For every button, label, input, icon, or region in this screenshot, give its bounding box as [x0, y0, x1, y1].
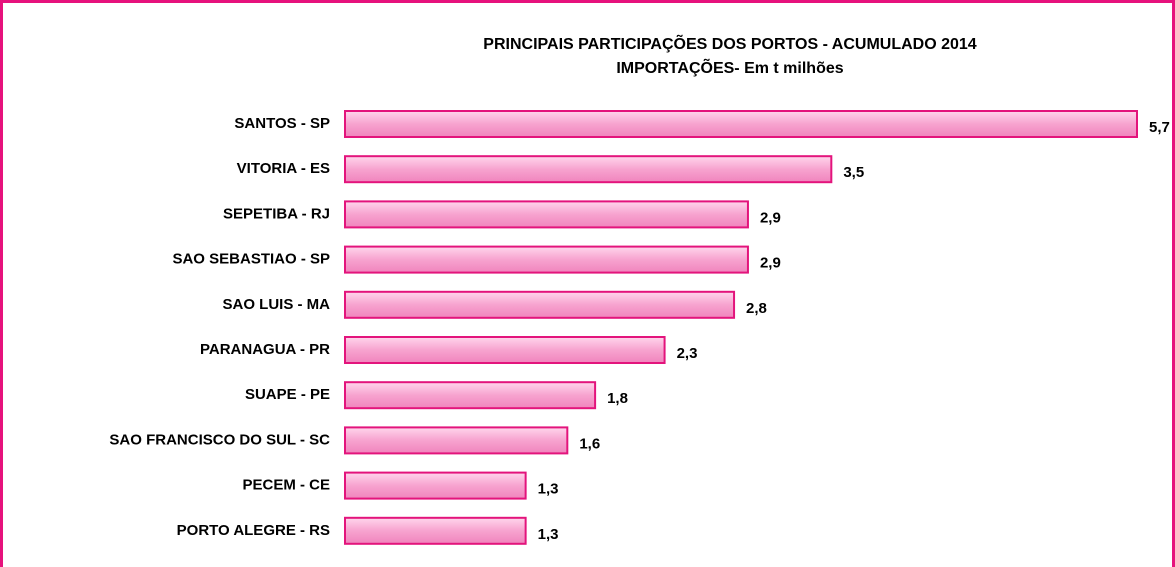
bar: [344, 155, 833, 184]
bar: [344, 381, 597, 410]
value-label: 1,8: [607, 390, 628, 407]
category-label: SAO FRANCISCO DO SUL - SC: [109, 431, 330, 448]
value-label: 2,8: [746, 300, 767, 317]
category-label: SUAPE - PE: [245, 386, 330, 403]
value-label: 1,3: [538, 526, 559, 543]
category-label: SANTOS - SP: [234, 115, 330, 132]
category-label: PECEM - CE: [242, 477, 330, 494]
category-label: SAO LUIS - MA: [223, 296, 331, 313]
bar: [344, 290, 736, 319]
chart-subtitle: IMPORTAÇÕES- Em t milhões: [616, 57, 843, 77]
bar: [344, 245, 749, 274]
category-label: SEPETIBA - RJ: [223, 205, 330, 222]
value-label: 1,3: [538, 481, 559, 498]
value-label: 2,9: [760, 255, 781, 272]
category-label: PORTO ALEGRE - RS: [177, 522, 330, 539]
bar: [344, 426, 569, 455]
category-label: SAO SEBASTIAO - SP: [172, 251, 330, 268]
value-label: 2,3: [677, 345, 698, 362]
bar: [344, 336, 666, 364]
value-label: 3,5: [843, 164, 864, 181]
bar: [344, 516, 527, 545]
category-label: VITORIA - ES: [237, 160, 330, 177]
bar: [344, 110, 1138, 138]
value-label: 1,6: [579, 435, 600, 452]
value-label: 5,7: [1149, 119, 1170, 136]
chart-title: PRINCIPAIS PARTICIPAÇÕES DOS PORTOS - AC…: [483, 33, 977, 53]
category-label: PARANAGUA - PR: [200, 341, 330, 358]
bar: [344, 200, 749, 229]
value-label: 2,9: [760, 209, 781, 226]
bar: [344, 471, 527, 500]
